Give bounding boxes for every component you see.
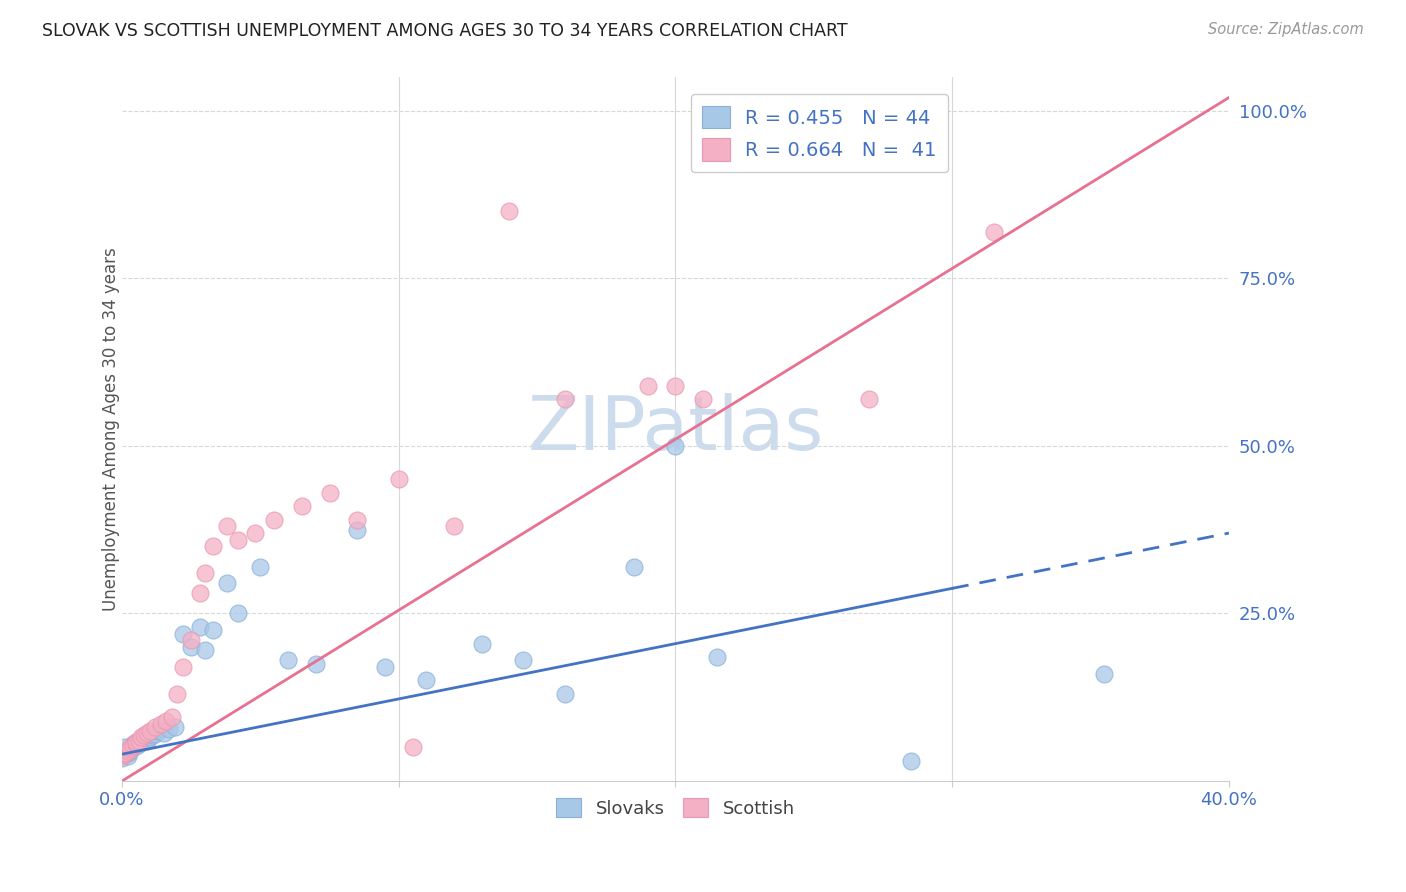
Point: [401, 740, 423, 755]
Point: [226, 533, 249, 547]
Point: [122, 737, 145, 751]
Point: [249, 559, 271, 574]
Point: [134, 728, 156, 742]
Point: [554, 392, 576, 406]
Point: [131, 735, 153, 749]
Point: [141, 728, 163, 742]
Point: [138, 731, 160, 745]
Point: [706, 650, 728, 665]
Point: [291, 500, 314, 514]
Point: [111, 750, 134, 764]
Point: [136, 733, 159, 747]
Point: [114, 747, 136, 762]
Point: [160, 710, 183, 724]
Point: [217, 519, 239, 533]
Point: [122, 739, 145, 753]
Point: [1092, 666, 1115, 681]
Point: [498, 204, 520, 219]
Point: [128, 733, 150, 747]
Point: [217, 576, 239, 591]
Point: [983, 225, 1005, 239]
Point: [374, 660, 396, 674]
Point: [143, 720, 166, 734]
Point: [114, 747, 136, 762]
Point: [152, 725, 174, 739]
Point: [243, 526, 266, 541]
Point: [120, 744, 142, 758]
Point: [131, 731, 153, 745]
Point: [143, 727, 166, 741]
Point: [117, 748, 139, 763]
Point: [136, 725, 159, 739]
Point: [125, 735, 148, 749]
Point: [305, 657, 328, 671]
Point: [149, 717, 172, 731]
Point: [263, 513, 285, 527]
Text: Source: ZipAtlas.com: Source: ZipAtlas.com: [1208, 22, 1364, 37]
Point: [163, 720, 186, 734]
Point: [692, 392, 714, 406]
Point: [415, 673, 437, 688]
Point: [125, 737, 148, 751]
Point: [202, 540, 225, 554]
Point: [388, 473, 411, 487]
Point: [120, 741, 142, 756]
Point: [155, 714, 177, 728]
Point: [125, 735, 148, 749]
Point: [120, 741, 142, 756]
Point: [194, 643, 217, 657]
Text: ZIPatlas: ZIPatlas: [527, 392, 824, 466]
Point: [131, 733, 153, 747]
Point: [180, 633, 202, 648]
Point: [114, 746, 136, 760]
Point: [346, 523, 368, 537]
Point: [120, 740, 142, 755]
Point: [122, 740, 145, 755]
Point: [157, 722, 180, 736]
Point: [138, 723, 160, 738]
Point: [443, 519, 465, 533]
Point: [623, 559, 645, 574]
Point: [125, 739, 148, 753]
Point: [471, 637, 494, 651]
Point: [512, 653, 534, 667]
Point: [188, 620, 211, 634]
Point: [128, 737, 150, 751]
Point: [318, 486, 340, 500]
Point: [180, 640, 202, 654]
Point: [664, 378, 686, 392]
Point: [900, 754, 922, 768]
Point: [117, 746, 139, 760]
Point: [637, 378, 659, 392]
Point: [202, 624, 225, 638]
Point: [194, 566, 217, 581]
Point: [134, 731, 156, 746]
Point: [346, 513, 368, 527]
Point: [226, 607, 249, 621]
Point: [664, 439, 686, 453]
Point: [111, 748, 134, 763]
Point: [858, 392, 880, 406]
Point: [277, 653, 299, 667]
Point: [554, 687, 576, 701]
Text: SLOVAK VS SCOTTISH UNEMPLOYMENT AMONG AGES 30 TO 34 YEARS CORRELATION CHART: SLOVAK VS SCOTTISH UNEMPLOYMENT AMONG AG…: [42, 22, 848, 40]
Point: [188, 586, 211, 600]
Legend: Slovaks, Scottish: Slovaks, Scottish: [548, 791, 801, 825]
Point: [117, 744, 139, 758]
Y-axis label: Unemployment Among Ages 30 to 34 years: Unemployment Among Ages 30 to 34 years: [103, 247, 120, 611]
Point: [114, 740, 136, 755]
Point: [166, 687, 188, 701]
Point: [172, 660, 194, 674]
Point: [146, 723, 169, 738]
Point: [172, 626, 194, 640]
